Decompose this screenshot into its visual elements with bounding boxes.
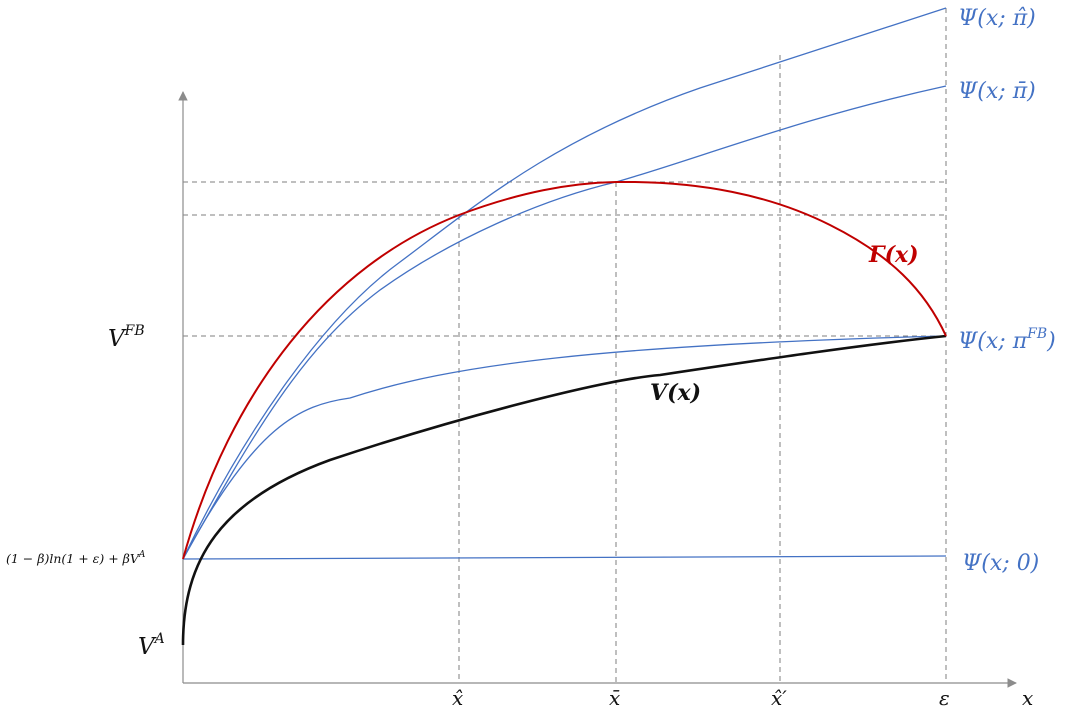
- guide-lines: [183, 8, 947, 683]
- y-tick-vfb: VFB: [108, 323, 145, 352]
- x-tick-xhat-prime: x̂′: [771, 686, 787, 710]
- psi-fb-curve: [182, 335, 947, 560]
- y-tick-va-sup: A: [153, 631, 165, 647]
- x-tick-xhat: x̂: [452, 686, 463, 710]
- psi-fb-label-close: ): [1046, 329, 1056, 354]
- x-tick-xbar: x̄: [609, 686, 620, 710]
- curves: [181, 7, 947, 646]
- psi-fb-label-sup: FB: [1026, 326, 1047, 342]
- gamma-curve: [182, 180, 947, 560]
- psi-zero-curve: [182, 555, 947, 560]
- y-tick-mid-text: (1 − β)ln(1 + ε) + βV: [6, 551, 141, 566]
- psi-bar-label: Ψ(x; π̄): [958, 79, 1036, 104]
- psi-hat-curve: [182, 7, 947, 560]
- psi-fb-label: Ψ(x; πFB): [958, 326, 1056, 354]
- y-tick-mid-sup: A: [138, 550, 146, 560]
- axes: [178, 91, 1017, 688]
- x-tick-epsilon: ε: [939, 686, 950, 710]
- value-curve: [181, 334, 947, 646]
- psi-bar-curve: [182, 85, 947, 560]
- psi-fb-label-main: Ψ(x; π: [958, 329, 1028, 354]
- psi-hat-label: Ψ(x; π̂): [958, 6, 1036, 31]
- y-tick-vfb-base: V: [108, 326, 127, 352]
- psi-zero-label: Ψ(x; 0): [962, 551, 1039, 576]
- y-tick-vfb-sup: FB: [124, 323, 145, 339]
- y-tick-mid: (1 − β)ln(1 + ε) + βVA: [6, 550, 146, 566]
- gamma-label: Γ(x): [868, 242, 919, 268]
- value-label: V(x): [650, 380, 701, 406]
- y-tick-va: VA: [138, 631, 165, 660]
- y-tick-va-base: V: [138, 634, 157, 660]
- x-axis-label: x: [1022, 686, 1033, 710]
